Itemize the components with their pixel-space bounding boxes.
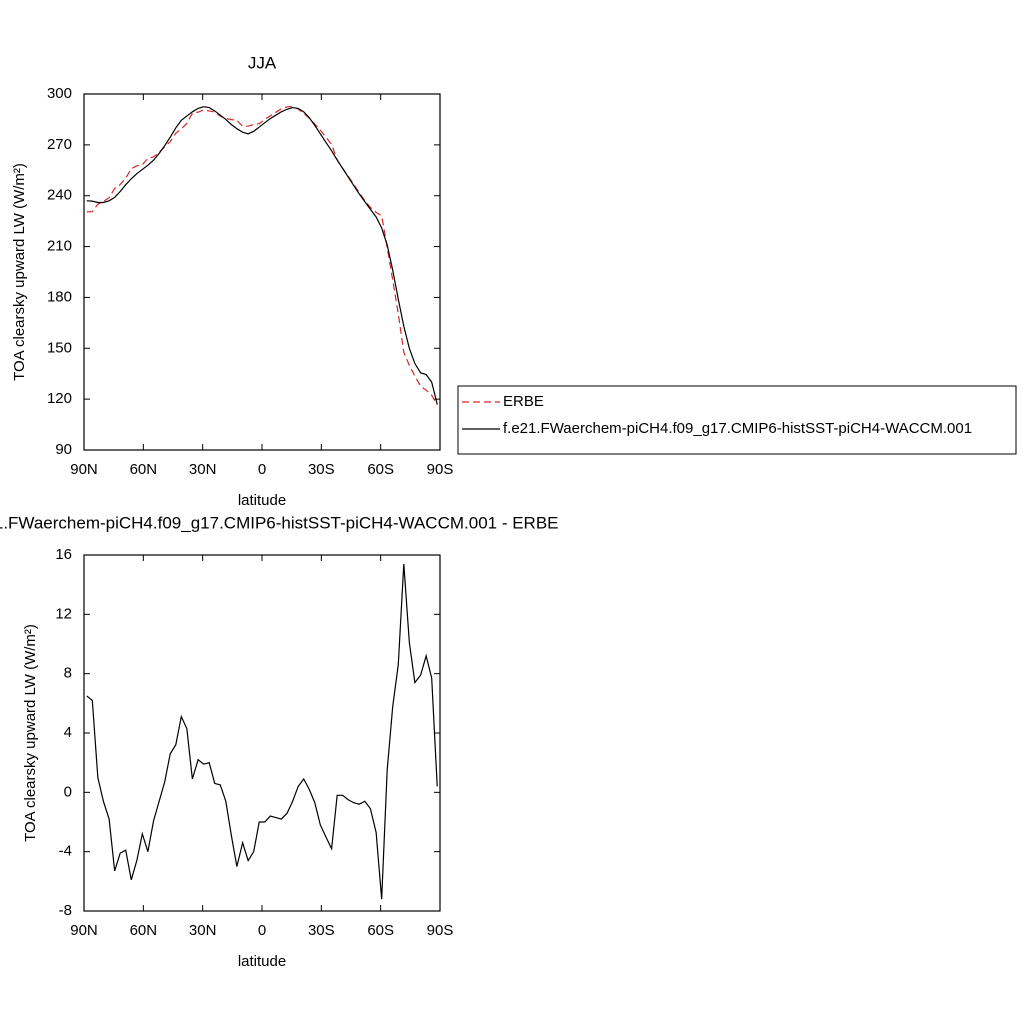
- x-tick-label: 60S: [367, 461, 394, 478]
- x-axis-label: latitude: [238, 492, 286, 509]
- x-tick-label: 90N: [70, 461, 98, 478]
- series-line: [86, 106, 438, 405]
- x-axis-label: latitude: [238, 953, 286, 970]
- y-tick-label: 12: [55, 605, 72, 622]
- x-tick-label: 30N: [189, 461, 217, 478]
- y-tick-label: 90: [55, 441, 72, 458]
- y-tick-label: -4: [59, 843, 72, 860]
- legend-label: ERBE: [503, 393, 544, 410]
- x-tick-label: 90S: [427, 922, 454, 939]
- series-line: [86, 563, 438, 900]
- x-tick-label: 0: [258, 461, 266, 478]
- y-tick-label: 4: [64, 724, 72, 741]
- y-axis-label: TOA clearsky upward LW (W/m²): [22, 624, 39, 842]
- legend-box: [457, 385, 1017, 455]
- legend-label: f.e21.FWaerchem-piCH4.f09_g17.CMIP6-hist…: [503, 420, 972, 437]
- x-tick-label: 30S: [308, 922, 335, 939]
- y-tick-label: 150: [47, 339, 72, 356]
- y-tick-label: 8: [64, 665, 72, 682]
- plot-frame: [83, 554, 441, 912]
- x-tick-label: 90N: [70, 922, 98, 939]
- x-tick-label: 60N: [130, 922, 158, 939]
- y-axis-label: TOA clearsky upward LW (W/m²): [11, 163, 28, 381]
- y-tick-label: 300: [47, 85, 72, 102]
- y-tick-label: 240: [47, 187, 72, 204]
- series-line: [86, 105, 438, 406]
- y-tick-label: 210: [47, 238, 72, 255]
- x-tick-label: 0: [258, 922, 266, 939]
- y-tick-label: 120: [47, 390, 72, 407]
- x-tick-label: 30S: [308, 461, 335, 478]
- y-tick-label: 270: [47, 136, 72, 153]
- y-tick-label: 0: [64, 783, 72, 800]
- y-tick-label: 180: [47, 288, 72, 305]
- y-tick-label: 16: [55, 546, 72, 563]
- chart-title: JJA: [248, 53, 277, 72]
- x-tick-label: 60N: [130, 461, 158, 478]
- y-tick-label: -8: [59, 902, 72, 919]
- x-tick-label: 90S: [427, 461, 454, 478]
- plot-frame: [83, 93, 441, 451]
- x-tick-label: 60S: [367, 922, 394, 939]
- chart-title: f.e21.FWaerchem-piCH4.f09_g17.CMIP6-hist…: [0, 513, 558, 532]
- x-tick-label: 30N: [189, 922, 217, 939]
